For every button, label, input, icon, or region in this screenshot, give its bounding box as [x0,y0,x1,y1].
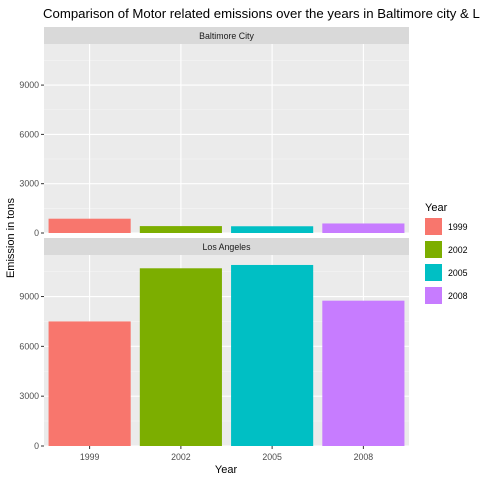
y-tick-label: 3000 [19,179,39,189]
legend-swatch-2005 [425,264,442,281]
x-axis-label: Year [215,464,238,476]
legend: Year 1999 2002 2005 2008 [425,202,468,304]
chart-title: Comparison of Motor related emissions ov… [43,6,480,21]
y-tick-label: 6000 [19,341,39,351]
bar-1999 [48,321,131,446]
bar-2005 [231,264,314,446]
facet-strip-label: Los Angeles [203,242,252,252]
panel-baltimore-city: Baltimore City 0 3000 6000 9000 [19,27,409,238]
bar-1999 [48,218,131,233]
facet-strip [44,27,409,44]
bar-2005 [231,226,314,233]
legend-label-2008: 2008 [448,291,468,301]
facet-strip [44,238,409,255]
y-tick-label: 0 [34,228,39,238]
y-tick-label: 9000 [19,292,39,302]
x-tick-label: 2005 [262,452,282,462]
legend-label-2002: 2002 [448,245,468,255]
panel-los-angeles: Los Angeles 0 3000 6000 9000 1999 2002 2005 2008 [19,238,409,462]
legend-swatch-1999 [425,218,442,235]
legend-label-1999: 1999 [448,222,468,232]
bar-2008 [322,300,405,446]
y-tick-label: 0 [34,441,39,451]
y-axis-label: Emission in tons [5,197,17,278]
x-tick-label: 1999 [80,452,100,462]
y-tick-label: 3000 [19,391,39,401]
legend-swatch-2008 [425,287,442,304]
legend-title: Year [425,202,448,214]
x-tick-label: 2002 [171,452,191,462]
legend-label-2005: 2005 [448,268,468,278]
x-tick-label: 2008 [354,452,374,462]
panel-background [44,44,409,233]
bar-2002 [139,226,222,233]
legend-swatch-2002 [425,241,442,258]
y-tick-label: 9000 [19,80,39,90]
facet-strip-label: Baltimore City [199,31,254,41]
y-tick-label: 6000 [19,129,39,139]
bar-2008 [322,223,405,233]
bar-2002 [139,268,222,446]
